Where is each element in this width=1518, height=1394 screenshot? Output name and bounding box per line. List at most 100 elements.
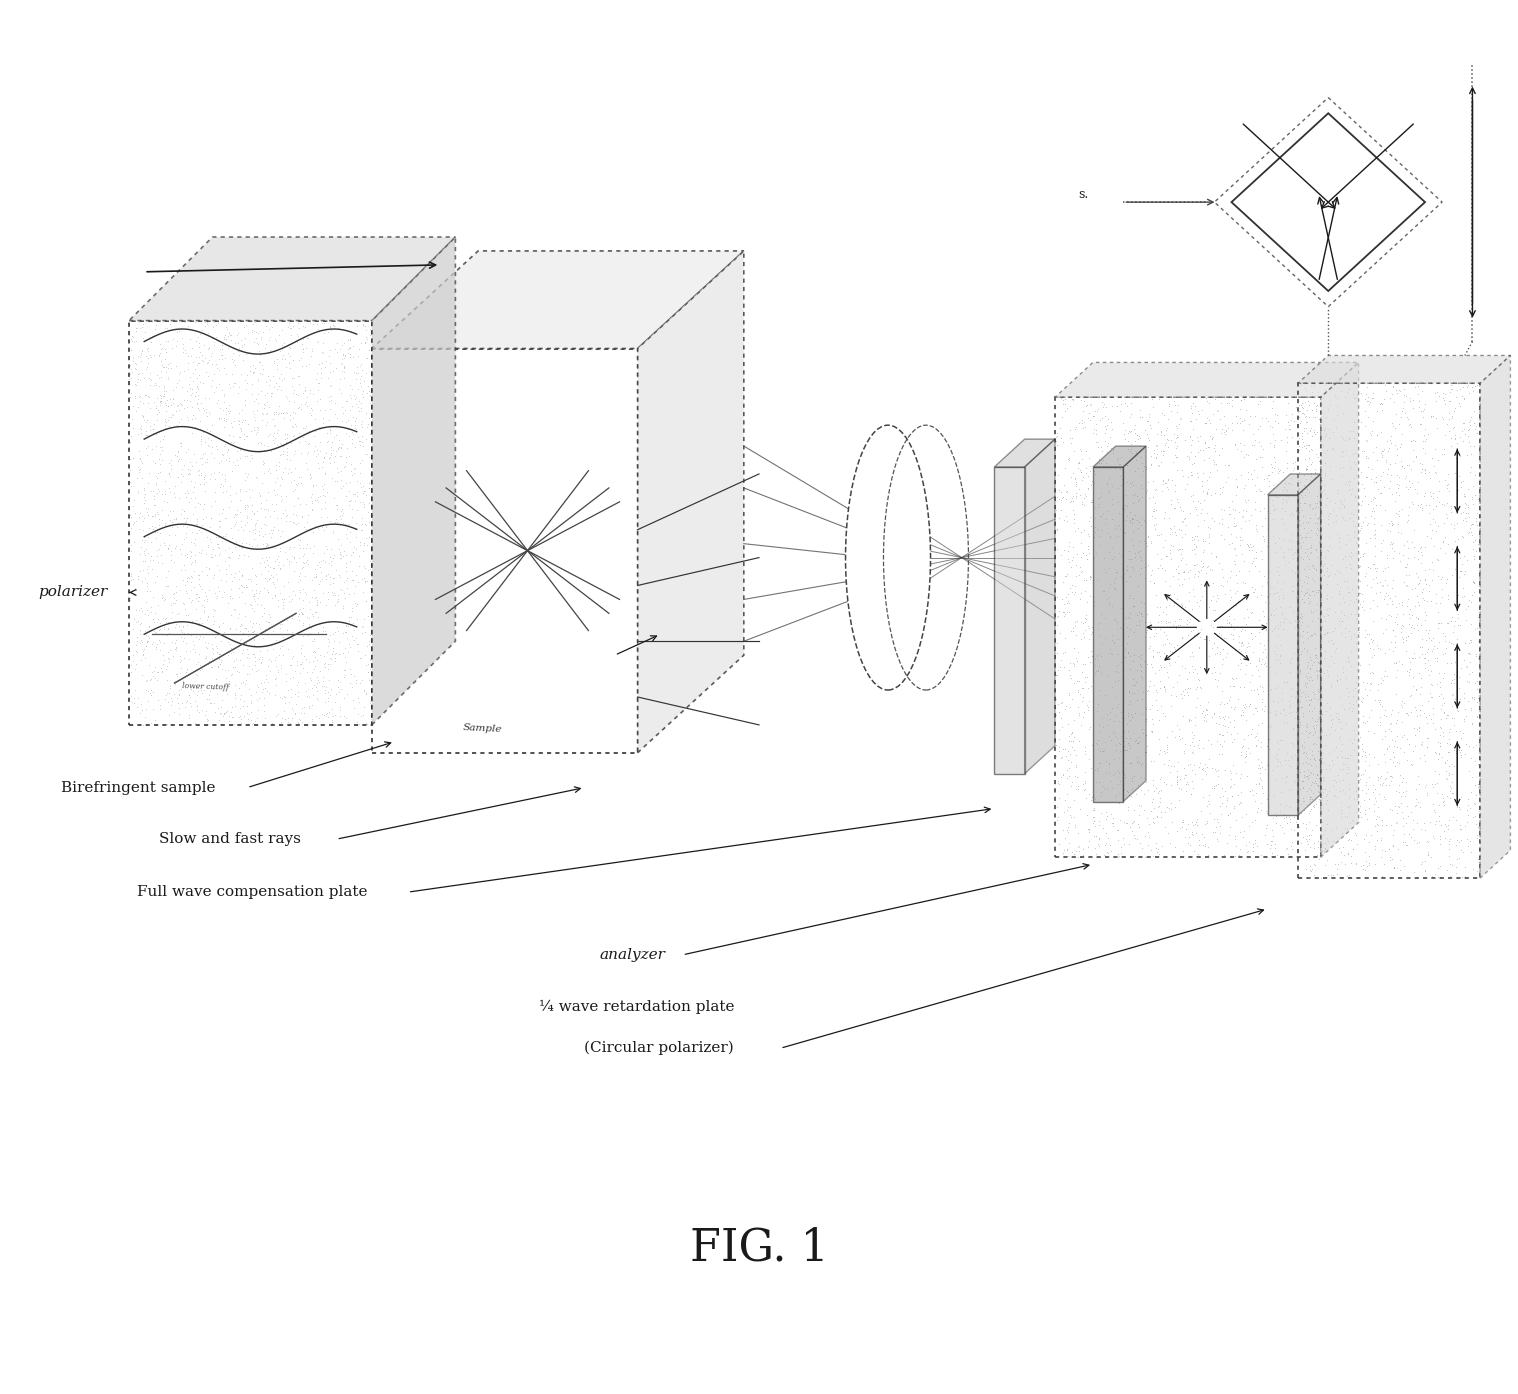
Point (117, 323, 141, 346)
Point (1295, 579, 1319, 601)
Point (264, 434, 288, 456)
Point (178, 640, 202, 662)
Point (229, 420, 254, 442)
Point (252, 434, 276, 456)
Point (1120, 778, 1145, 800)
Point (196, 609, 220, 631)
Point (1170, 687, 1195, 710)
Point (1374, 449, 1398, 471)
Point (1116, 555, 1140, 577)
Point (1114, 739, 1138, 761)
Point (149, 360, 173, 382)
Text: FIG. 1: FIG. 1 (689, 1227, 829, 1269)
Point (199, 531, 223, 553)
Point (1292, 740, 1316, 763)
Point (254, 371, 278, 393)
Point (1236, 841, 1260, 863)
Point (243, 654, 267, 676)
Point (334, 707, 358, 729)
Point (1179, 539, 1204, 562)
Point (1380, 799, 1404, 821)
Point (225, 648, 249, 671)
Point (1255, 680, 1280, 703)
Point (1266, 616, 1290, 638)
Point (1299, 453, 1324, 475)
Point (153, 482, 178, 505)
Point (320, 567, 345, 590)
Point (1451, 509, 1475, 531)
Point (158, 509, 182, 531)
Point (269, 654, 293, 676)
Point (1240, 468, 1264, 491)
Point (159, 357, 184, 379)
Point (1228, 526, 1252, 548)
Point (272, 700, 296, 722)
Point (1448, 742, 1472, 764)
Point (1181, 528, 1205, 551)
Polygon shape (638, 251, 744, 753)
Point (1116, 606, 1140, 629)
Point (1117, 512, 1142, 534)
Point (1413, 643, 1438, 665)
Point (1233, 676, 1257, 698)
Point (352, 332, 376, 354)
Point (1057, 757, 1081, 779)
Point (1441, 417, 1465, 439)
Point (285, 712, 310, 735)
Point (1210, 778, 1234, 800)
Point (1406, 541, 1430, 563)
Point (1224, 514, 1248, 537)
Point (1428, 834, 1453, 856)
Point (305, 553, 329, 576)
Point (1305, 775, 1330, 797)
Point (1078, 408, 1102, 431)
Point (1146, 524, 1170, 546)
Point (282, 560, 307, 583)
Point (1330, 821, 1354, 843)
Point (173, 559, 197, 581)
Point (187, 541, 211, 563)
Point (1114, 811, 1138, 834)
Point (1290, 422, 1315, 445)
Point (217, 450, 241, 473)
Point (185, 354, 209, 376)
Point (1135, 410, 1160, 432)
Point (1431, 666, 1456, 689)
Point (1439, 855, 1463, 877)
Point (276, 549, 301, 572)
Point (132, 321, 156, 343)
Point (328, 337, 352, 360)
Point (276, 679, 301, 701)
Point (355, 605, 380, 627)
Point (193, 580, 217, 602)
Point (1296, 753, 1321, 775)
Point (1252, 758, 1277, 781)
Point (1268, 729, 1292, 751)
Point (273, 347, 298, 369)
Point (1183, 723, 1207, 746)
Point (1157, 749, 1181, 771)
Point (1175, 668, 1199, 690)
Point (1275, 838, 1299, 860)
Point (1436, 704, 1460, 726)
Point (229, 565, 254, 587)
Point (1307, 811, 1331, 834)
Point (1384, 811, 1409, 834)
Point (241, 643, 266, 665)
Point (299, 399, 323, 421)
Point (234, 445, 258, 467)
Point (1119, 785, 1143, 807)
Point (1422, 382, 1447, 404)
Point (1299, 860, 1324, 882)
Point (1431, 793, 1456, 815)
Point (1284, 728, 1309, 750)
Point (1088, 644, 1113, 666)
Point (232, 605, 257, 627)
Point (1046, 845, 1070, 867)
Point (1081, 560, 1105, 583)
Point (1365, 813, 1389, 835)
Point (1316, 754, 1340, 776)
Point (1208, 691, 1233, 714)
Point (1246, 650, 1271, 672)
Point (1142, 779, 1166, 802)
